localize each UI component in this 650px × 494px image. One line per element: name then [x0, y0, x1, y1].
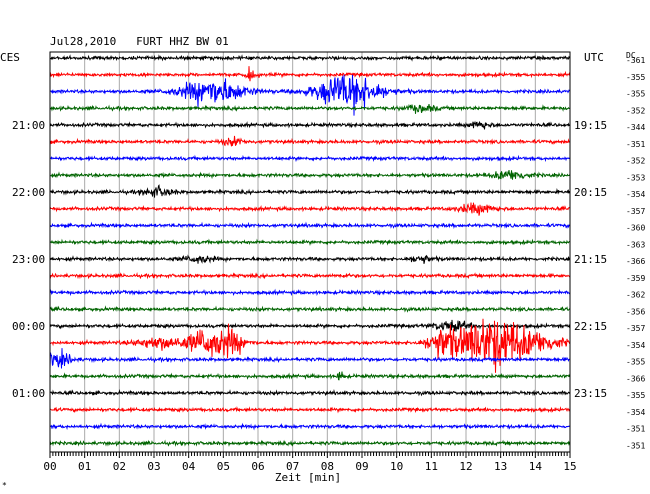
right-time-label: 21:15 — [574, 253, 607, 266]
trace-line — [49, 389, 571, 397]
x-tick-label: 01 — [78, 460, 91, 473]
x-axis-label: Zeit [min] — [275, 471, 341, 484]
trace-line — [49, 154, 571, 163]
dc-offset-label: -355 — [626, 73, 645, 82]
dc-offset-label: -351 — [626, 140, 645, 149]
x-tick-label: 12 — [459, 460, 472, 473]
x-tick-label: 03 — [147, 460, 160, 473]
trace-line — [49, 371, 571, 381]
x-axis: 00 01 02 03 04 05 06 07 08 09 10 11 12 13 14 15 — [43, 451, 577, 473]
x-tick-label: 10 — [390, 460, 403, 473]
dc-offset-label: -363 — [626, 240, 645, 249]
trace-line — [49, 439, 571, 447]
x-tick-label: 14 — [529, 460, 543, 473]
x-tick-label: 07 — [286, 460, 299, 473]
x-tick-label: 02 — [113, 460, 126, 473]
right-time-labels: 19:15 20:15 21:15 22:15 23:15 — [574, 119, 607, 400]
trace-line — [49, 202, 571, 216]
trace-line — [49, 288, 571, 297]
x-tick-label: 06 — [251, 460, 264, 473]
right-time-label: 20:15 — [574, 186, 607, 199]
trace-line — [49, 170, 571, 181]
dc-offset-label: -357 — [626, 207, 645, 216]
dc-offset-label: -355 — [626, 90, 645, 99]
dc-offset-label: -361 — [626, 56, 645, 65]
right-time-label: 19:15 — [574, 119, 607, 132]
corner-mark: * — [2, 481, 7, 490]
x-tick-label: 04 — [182, 460, 196, 473]
chart-title: Jul28,2010 FURT HHZ BW 01 — [50, 35, 229, 48]
dc-offset-label: -354 — [626, 341, 645, 350]
x-tick-label: 05 — [217, 460, 230, 473]
trace-line — [49, 74, 571, 116]
dc-header-label: DC — [626, 51, 636, 60]
dc-offset-label: -352 — [626, 106, 645, 115]
dc-offset-label: -359 — [626, 274, 645, 283]
left-time-label: 23:00 — [12, 253, 45, 266]
dc-offset-labels: -361 -355 -355 -352 -344 -351 -352 -353 -354 -357… — [626, 56, 645, 450]
trace-line — [49, 318, 571, 373]
dc-offset-label: -354 — [626, 190, 645, 199]
right-time-label: 22:15 — [574, 320, 607, 333]
trace-line — [49, 221, 571, 230]
trace-line — [49, 120, 571, 130]
trace-line — [49, 422, 571, 431]
dc-offset-label: -355 — [626, 358, 645, 367]
dc-offset-label: -353 — [626, 173, 645, 182]
left-time-label: 00:00 — [12, 320, 45, 333]
dc-offset-label: -357 — [626, 324, 645, 333]
dc-offset-label: -366 — [626, 257, 645, 266]
dc-offset-label: -352 — [626, 157, 645, 166]
trace-line — [49, 305, 571, 313]
x-tick-label: 00 — [43, 460, 56, 473]
chart-grid — [84, 52, 536, 452]
trace-line — [49, 135, 571, 147]
left-time-labels: 21:00 22:00 23:00 00:00 01:00 — [12, 119, 45, 400]
trace-line — [49, 348, 571, 369]
dc-offset-label: -356 — [626, 307, 645, 316]
trace-line — [49, 184, 570, 198]
trace-line — [49, 254, 571, 264]
dc-offset-label: -362 — [626, 291, 645, 300]
left-time-label: 21:00 — [12, 119, 45, 132]
dc-offset-label: -351 — [626, 441, 645, 450]
dc-offset-label: -366 — [626, 374, 645, 383]
x-tick-label: 08 — [321, 460, 334, 473]
dc-offset-label: -354 — [626, 408, 645, 417]
dc-offset-label: -344 — [626, 123, 645, 132]
trace-line — [49, 66, 571, 82]
left-timezone-label: CES — [0, 51, 20, 64]
dc-offset-label: -355 — [626, 391, 645, 400]
x-tick-label: 13 — [494, 460, 507, 473]
trace-line — [49, 238, 571, 246]
seismic-traces — [49, 54, 571, 447]
trace-line — [49, 54, 571, 62]
x-tick-label: 09 — [355, 460, 368, 473]
left-time-label: 22:00 — [12, 186, 45, 199]
dc-offset-label: -351 — [626, 425, 645, 434]
dc-offset-label: -360 — [626, 224, 645, 233]
trace-line — [49, 319, 571, 332]
x-tick-label: 15 — [563, 460, 576, 473]
left-time-label: 01:00 — [12, 387, 45, 400]
x-tick-label: 11 — [425, 460, 438, 473]
trace-line — [49, 103, 571, 114]
trace-line — [49, 405, 571, 414]
trace-line — [49, 272, 571, 280]
right-time-label: 23:15 — [574, 387, 607, 400]
right-timezone-label: UTC — [584, 51, 604, 64]
